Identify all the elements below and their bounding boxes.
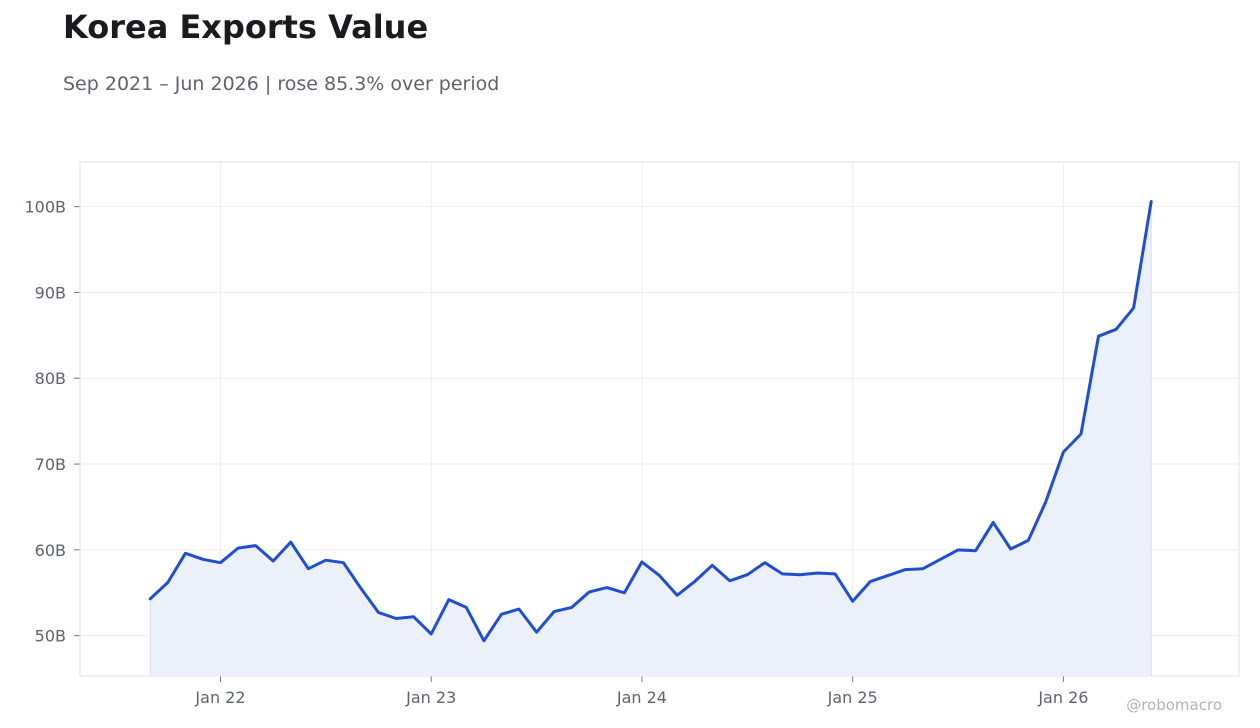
data-point bbox=[746, 573, 749, 576]
data-point bbox=[307, 567, 310, 570]
data-point bbox=[465, 606, 468, 609]
data-point bbox=[1150, 200, 1153, 203]
data-point bbox=[570, 606, 573, 609]
data-point bbox=[921, 567, 924, 570]
data-point bbox=[957, 548, 960, 551]
x-tick-label: Jan 23 bbox=[405, 688, 456, 707]
data-point bbox=[799, 573, 802, 576]
y-tick-label: 100B bbox=[24, 198, 66, 217]
data-point bbox=[324, 559, 327, 562]
data-point bbox=[711, 564, 714, 567]
x-tick-label: Jan 26 bbox=[1037, 688, 1088, 707]
data-point bbox=[676, 594, 679, 597]
data-point bbox=[939, 558, 942, 561]
data-point bbox=[904, 568, 907, 571]
data-point bbox=[289, 541, 292, 544]
data-point bbox=[430, 633, 433, 636]
data-point bbox=[886, 574, 889, 577]
data-point bbox=[184, 552, 187, 555]
x-tick-label: Jan 24 bbox=[616, 688, 667, 707]
y-tick-label: 60B bbox=[35, 541, 66, 560]
data-point bbox=[781, 572, 784, 575]
data-point bbox=[1044, 500, 1047, 503]
data-point bbox=[1132, 306, 1135, 309]
data-point bbox=[237, 547, 240, 550]
data-point bbox=[201, 558, 204, 561]
y-tick-label: 80B bbox=[35, 369, 66, 388]
series-area-fill bbox=[150, 201, 1152, 676]
data-point bbox=[518, 608, 521, 611]
chart-subtitle: Sep 2021 – Jun 2026 | rose 85.3% over pe… bbox=[63, 73, 500, 95]
data-point bbox=[640, 560, 643, 563]
data-point bbox=[851, 600, 854, 603]
y-tick-label: 90B bbox=[35, 283, 66, 302]
data-point bbox=[1080, 433, 1083, 436]
data-point bbox=[342, 561, 345, 564]
data-point bbox=[535, 631, 538, 634]
data-point bbox=[1027, 539, 1030, 542]
data-point bbox=[816, 572, 819, 575]
data-point bbox=[395, 617, 398, 620]
data-point bbox=[658, 574, 661, 577]
data-point bbox=[272, 560, 275, 563]
y-tick-label: 50B bbox=[35, 627, 66, 646]
data-point bbox=[693, 580, 696, 583]
x-tick-label: Jan 22 bbox=[194, 688, 245, 707]
data-point bbox=[623, 591, 626, 594]
watermark: @robomacro bbox=[1126, 696, 1222, 714]
data-point bbox=[605, 586, 608, 589]
chart-title: Korea Exports Value bbox=[63, 8, 429, 46]
series-line bbox=[148, 200, 1153, 643]
data-point bbox=[588, 590, 591, 593]
x-tick-label: Jan 25 bbox=[827, 688, 878, 707]
data-point bbox=[1115, 328, 1118, 331]
data-point bbox=[974, 549, 977, 552]
data-point bbox=[254, 544, 257, 547]
y-tick-label: 70B bbox=[35, 455, 66, 474]
data-point bbox=[992, 521, 995, 524]
data-point bbox=[166, 581, 169, 584]
data-point bbox=[728, 579, 731, 582]
data-point bbox=[149, 597, 152, 600]
data-point bbox=[763, 561, 766, 564]
data-point bbox=[377, 611, 380, 614]
data-point bbox=[834, 572, 837, 575]
data-point bbox=[447, 598, 450, 601]
data-point bbox=[553, 610, 556, 613]
data-point bbox=[360, 587, 363, 590]
data-point bbox=[500, 613, 503, 616]
data-point bbox=[482, 639, 485, 642]
data-point bbox=[1009, 548, 1012, 551]
data-point bbox=[412, 615, 415, 618]
data-point bbox=[219, 561, 222, 564]
data-point bbox=[869, 580, 872, 583]
data-point bbox=[1062, 451, 1065, 454]
data-point bbox=[1097, 335, 1100, 338]
